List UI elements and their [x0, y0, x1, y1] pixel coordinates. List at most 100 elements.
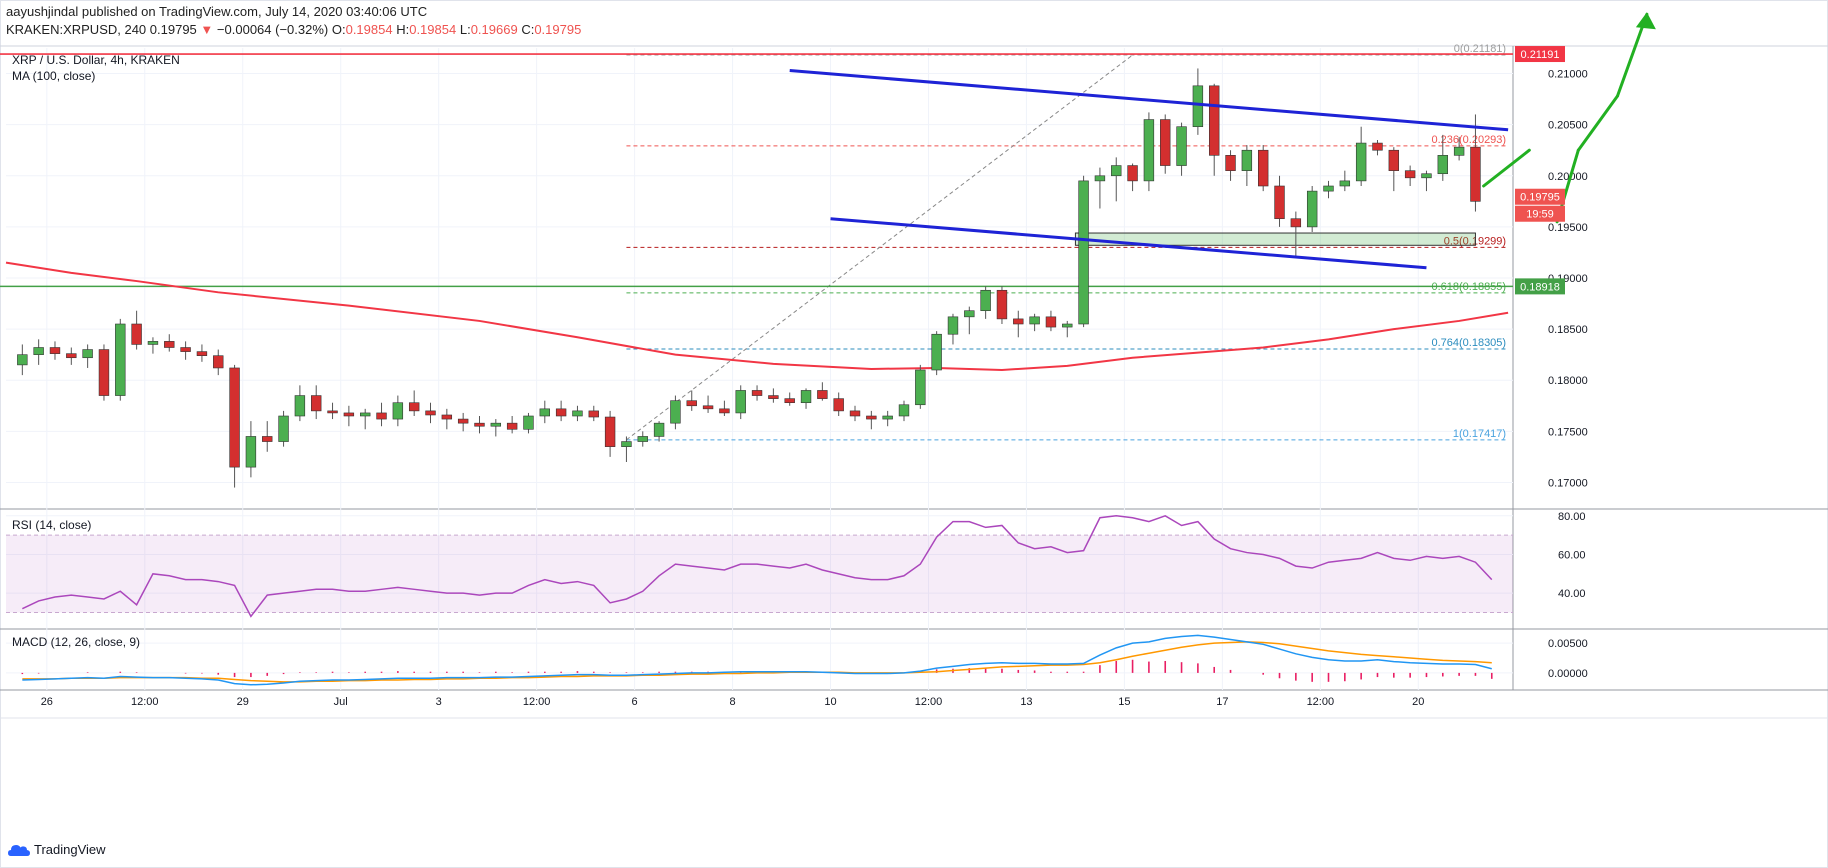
- candle-body: [1404, 170, 1416, 179]
- low-value: 0.19669: [470, 22, 518, 37]
- candle-body: [637, 436, 648, 442]
- candle-body: [17, 354, 28, 366]
- tradingview-cloud-icon: [8, 844, 30, 856]
- candle-body: [1372, 142, 1383, 151]
- macd-tick-label: 0.00500: [1548, 638, 1588, 650]
- fib-level-label: 0.764(0.18305): [1431, 337, 1506, 349]
- rsi-tick-label: 60.00: [1558, 549, 1586, 561]
- open-label: O:: [331, 22, 346, 37]
- fib-level-label: 0.236(0.20293): [1431, 134, 1506, 146]
- candle-body: [1094, 175, 1106, 182]
- candle-body: [653, 422, 665, 437]
- x-tick-label: 12:00: [1307, 696, 1335, 708]
- x-tick-label: 20: [1412, 696, 1424, 708]
- rsi-band: [6, 535, 1513, 613]
- candle-body: [915, 369, 926, 406]
- x-tick-label: 3: [436, 696, 442, 708]
- candle-body: [262, 436, 273, 442]
- candle-body: [572, 410, 583, 417]
- candle-body: [1045, 316, 1057, 328]
- candle-body: [588, 410, 599, 418]
- candle-body: [800, 390, 812, 404]
- fib-level-label: 0(0.21181): [1454, 43, 1506, 55]
- last-price-label: 0.19795: [1520, 192, 1560, 204]
- candle-body: [180, 347, 191, 352]
- candle-body: [735, 390, 746, 414]
- low-label: L:: [459, 22, 471, 37]
- price-level-tag: [1515, 46, 1565, 63]
- candle-body: [686, 400, 697, 407]
- price-tick-label: 0.19500: [1548, 222, 1588, 234]
- fib-level-label: 1(0.17417): [1453, 428, 1506, 440]
- x-tick-label: 12:00: [523, 696, 551, 708]
- price-tick-label: 0.18500: [1548, 324, 1588, 336]
- candle-body: [1127, 165, 1138, 182]
- high-value: 0.19854: [409, 22, 457, 37]
- close-value: 0.19795: [534, 22, 582, 37]
- price-level-label: 0.21191: [1521, 49, 1560, 61]
- candle-body: [1078, 180, 1089, 325]
- candle-body: [490, 422, 502, 427]
- candle-body: [670, 400, 681, 424]
- x-tick-label: Jul: [334, 696, 348, 708]
- high-label: H:: [396, 22, 410, 37]
- x-tick-label: 15: [1118, 696, 1130, 708]
- candle-body: [1143, 119, 1155, 182]
- candle-body: [1306, 190, 1318, 228]
- candle-body: [523, 415, 534, 430]
- candle-body: [817, 390, 828, 399]
- candle-body: [833, 398, 844, 412]
- countdown-tag: [1515, 205, 1565, 222]
- candle-body: [768, 395, 779, 399]
- candle-body: [1062, 323, 1073, 328]
- candle-body: [1437, 155, 1448, 175]
- candle-body: [784, 398, 795, 404]
- candle-body: [213, 355, 224, 369]
- candle-body: [392, 402, 404, 420]
- candle-body: [1160, 119, 1171, 166]
- price-tick-label: 0.20500: [1548, 120, 1588, 132]
- ma100-line: [5, 261, 1509, 372]
- candle-body: [1111, 165, 1122, 177]
- last-price: 0.19795: [149, 22, 197, 37]
- candle-body: [980, 289, 991, 312]
- candle-body: [604, 416, 616, 447]
- candle-body: [702, 405, 714, 410]
- candle-body: [1453, 146, 1465, 156]
- fib-trend-line: [626, 54, 1133, 441]
- symbol-info-line: KRAKEN:XRPUSD, 240 0.19795 ▼ −0.00064 (−…: [6, 22, 581, 37]
- price-tick-label: 0.17000: [1548, 477, 1588, 489]
- projection-stroke: [1615, 12, 1649, 98]
- x-tick-label: 12:00: [915, 696, 943, 708]
- brand-label: TradingView: [34, 842, 106, 857]
- macd-line: [22, 634, 1492, 686]
- candle-body: [360, 412, 371, 417]
- last-price-tag: [1515, 188, 1565, 205]
- tradingview-logo[interactable]: TradingView: [8, 842, 106, 857]
- candle-body: [931, 333, 942, 371]
- candle-body: [82, 349, 93, 359]
- rsi-panel-title: RSI (14, close): [12, 518, 91, 532]
- candle-body: [474, 422, 485, 427]
- x-tick-label: 10: [824, 696, 836, 708]
- x-tick-label: 6: [632, 696, 638, 708]
- price-tick-label: 0.18000: [1548, 375, 1588, 387]
- candle-body: [278, 415, 289, 442]
- x-tick-label: 29: [237, 696, 249, 708]
- candle-body: [343, 412, 355, 417]
- candle-body: [49, 347, 61, 354]
- candle-body: [1470, 146, 1481, 202]
- candle-body: [1323, 185, 1334, 192]
- price-tick-label: 0.17500: [1548, 426, 1588, 438]
- candle-body: [1176, 126, 1187, 166]
- candle-body: [408, 402, 420, 412]
- x-tick-label: 17: [1216, 696, 1228, 708]
- candle-body: [457, 418, 469, 424]
- publisher-line: aayushjindal published on TradingView.co…: [6, 4, 428, 19]
- candle-body: [294, 395, 306, 417]
- candle-body: [115, 323, 126, 396]
- candle-body: [245, 436, 257, 468]
- x-tick-label: 26: [41, 696, 53, 708]
- candle-body: [1209, 85, 1220, 156]
